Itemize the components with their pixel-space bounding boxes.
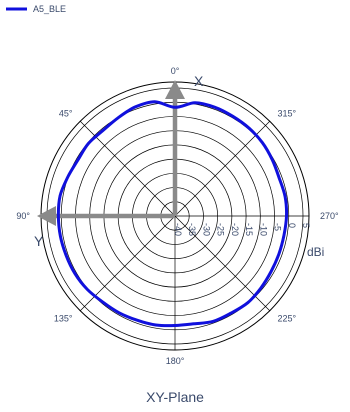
angle-label: 315°: [278, 109, 297, 119]
legend: A5_BLE: [6, 4, 66, 14]
angle-label: 90°: [16, 211, 30, 221]
ring-label: -25: [216, 223, 226, 236]
grid-spoke: [174, 121, 270, 217]
angle-label: 180°: [166, 356, 185, 366]
axis-arrows: [37, 80, 185, 226]
ring-label: -30: [201, 223, 211, 236]
ring-label: -15: [244, 223, 254, 236]
ring-label: -20: [230, 223, 240, 236]
y-axis-letter: Y: [34, 233, 44, 249]
y-axis-arrow-head: [37, 206, 56, 226]
polar-labels: 0° 45° 90° 135° 180° 225° 270° 315° -40 -35 -30 -25…: [16, 66, 339, 366]
plane-title: XY-Plane: [146, 389, 204, 405]
ring-label: -5: [273, 223, 283, 231]
angle-label: 270°: [320, 211, 339, 221]
ring-label: 0: [287, 223, 297, 228]
grid-spoke: [80, 121, 176, 217]
series-layer: [56, 100, 289, 328]
unit-label: dBi: [307, 245, 324, 259]
ring-label: 5: [301, 223, 311, 228]
angle-label: 135°: [54, 314, 73, 324]
ring-label: -40: [173, 223, 183, 236]
x-axis-letter: X: [194, 73, 204, 89]
grid-spoke: [80, 215, 176, 311]
angle-label: 45°: [59, 109, 73, 119]
series-line-a5-ble: [56, 100, 289, 328]
legend-label-a5-ble: A5_BLE: [33, 4, 66, 14]
x-axis-arrow-head: [165, 80, 185, 99]
angle-label: 225°: [278, 314, 297, 324]
ring-label: -35: [187, 223, 197, 236]
ring-label: -10: [258, 223, 268, 236]
angle-label: 0°: [171, 66, 180, 76]
